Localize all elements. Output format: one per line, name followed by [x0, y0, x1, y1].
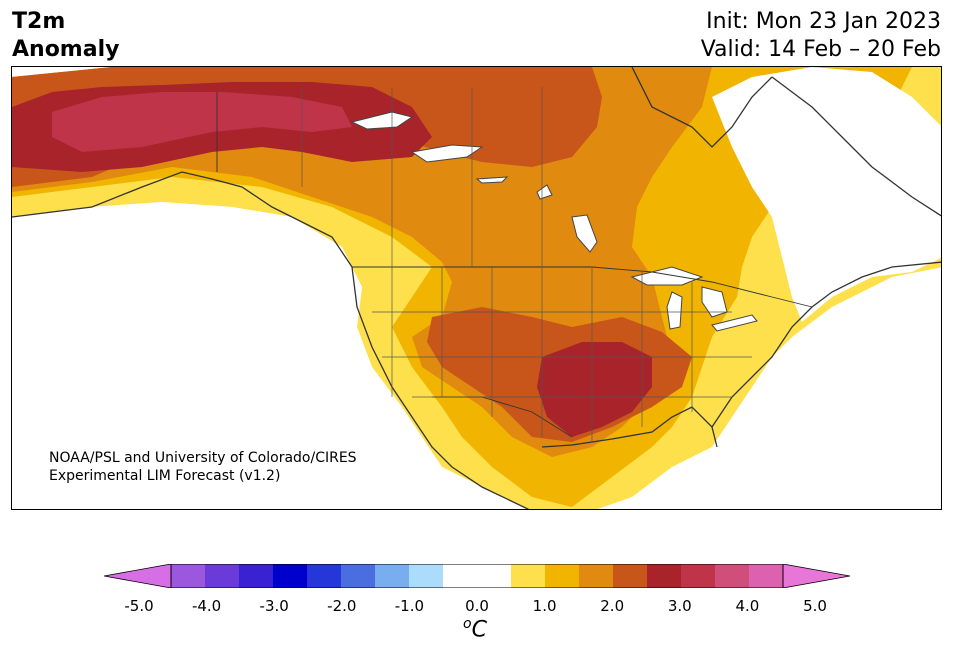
forecast-dates: Init: Mon 23 Jan 2023 Valid: 14 Feb – 20… — [701, 8, 941, 64]
colorbar-tick-label: -3.0 — [259, 597, 289, 615]
colorbar-cell — [647, 564, 682, 588]
lake-2 — [410, 144, 484, 163]
colorbar — [104, 564, 850, 588]
title-variable: T2m — [12, 9, 66, 34]
colorbar-outline — [170, 564, 784, 588]
region-anomaly-3-3.5 — [52, 92, 352, 152]
hudson-bay — [631, 67, 773, 148]
colorbar-cell — [681, 564, 716, 588]
lake-michigan — [666, 291, 683, 330]
colorbar-tick-label: 1.0 — [532, 597, 557, 615]
map-canvas — [12, 67, 941, 509]
colorbar-cell — [545, 564, 580, 588]
colorbar-tick-label: 3.0 — [667, 597, 692, 615]
lake-erie — [711, 314, 758, 332]
colorbar-cell — [613, 564, 648, 588]
lake-1 — [350, 111, 414, 130]
lake-5 — [571, 214, 598, 253]
lake-4 — [536, 184, 553, 200]
gulf-coast — [541, 406, 718, 448]
east-coast — [711, 261, 941, 428]
colorbar-cell — [171, 564, 206, 588]
lake-superior — [630, 266, 704, 286]
colorbar-tick-label: -2.0 — [327, 597, 357, 615]
credit-text: NOAA/PSL and University of Colorado/CIRE… — [49, 449, 357, 485]
unit-base: C — [471, 617, 487, 643]
map-title: T2m Anomaly — [12, 8, 119, 64]
colorbar-cell — [715, 564, 750, 588]
colorbar-tick-label: -4.0 — [191, 597, 222, 615]
colorbar-cell — [273, 564, 308, 588]
alaska-coast — [12, 171, 293, 218]
colorbar-tick-label: -5.0 — [124, 597, 154, 615]
colorbar-cell — [579, 564, 614, 588]
colorbar-cell — [375, 564, 410, 588]
init-date: Init: Mon 23 Jan 2023 — [706, 9, 941, 34]
colorbar-cell — [341, 564, 376, 588]
colorbar-tick-label: -1.0 — [394, 597, 425, 615]
colorbar-cell — [409, 564, 444, 588]
anomaly-map — [11, 66, 942, 510]
state-lines — [301, 87, 752, 442]
colorbar-cell — [443, 564, 478, 588]
colorbar-cell — [749, 564, 784, 588]
colorbar-tick-label: 5.0 — [803, 597, 827, 615]
colorbar-tick-label: 0.0 — [465, 597, 489, 615]
credit-line-1: NOAA/PSL and University of Colorado/CIRE… — [49, 450, 357, 466]
canada-us-border — [352, 266, 813, 308]
colorbar-unit: oC — [463, 616, 487, 642]
credit-line-2: Experimental LIM Forecast (v1.2) — [49, 468, 281, 484]
colorbar-cell — [307, 564, 342, 588]
colorbar-extend-low — [104, 564, 172, 588]
labrador-coast — [771, 76, 941, 217]
region-near-zero-atlantic — [634, 307, 941, 509]
region-near-zero-pacific — [12, 202, 528, 509]
colorbar-extend-high — [782, 564, 850, 588]
colorbar-tick-label: 4.0 — [735, 597, 760, 615]
colorbar-tick-label: 2.0 — [600, 597, 625, 615]
lake-huron — [701, 286, 728, 318]
region-anomaly-2-2.5 — [12, 67, 692, 442]
colorbar-cell — [205, 564, 240, 588]
colorbar-cells — [171, 564, 784, 588]
valid-range: Valid: 14 Feb – 20 Feb — [700, 37, 941, 62]
colorbar-cell — [239, 564, 274, 588]
title-type: Anomaly — [12, 37, 120, 62]
unit-superscript: o — [463, 616, 472, 632]
colorbar-cell — [511, 564, 546, 588]
lakes — [350, 111, 758, 332]
colorbar-ticks: -5.0 -4.0 -3.0 -2.0 -1.0 0.0 1.0 2.0 3.0 4.0 5.0 — [0, 597, 953, 617]
lake-3 — [475, 176, 509, 184]
colorbar-cell — [477, 564, 512, 588]
region-near-zero-northeast-canada — [712, 67, 941, 322]
